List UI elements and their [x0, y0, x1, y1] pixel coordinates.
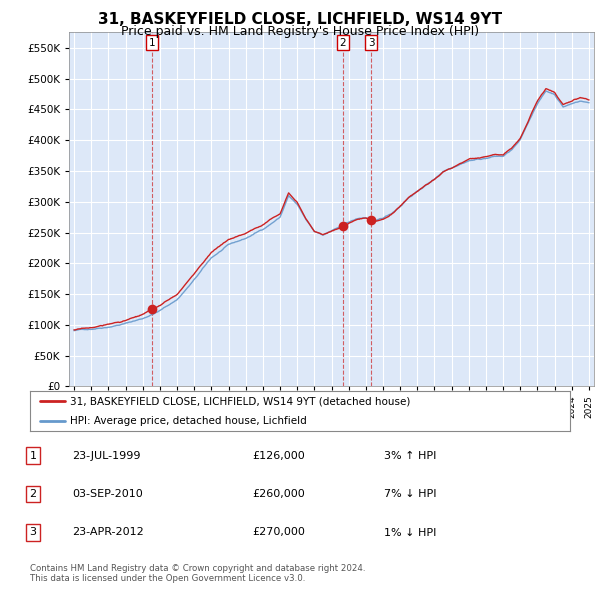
Text: HPI: Average price, detached house, Lichfield: HPI: Average price, detached house, Lich…: [71, 416, 307, 425]
Text: 31, BASKEYFIELD CLOSE, LICHFIELD, WS14 9YT (detached house): 31, BASKEYFIELD CLOSE, LICHFIELD, WS14 9…: [71, 396, 411, 407]
Text: 2: 2: [340, 38, 346, 48]
Text: 1: 1: [149, 38, 155, 48]
Text: Price paid vs. HM Land Registry's House Price Index (HPI): Price paid vs. HM Land Registry's House …: [121, 25, 479, 38]
Text: 23-APR-2012: 23-APR-2012: [72, 527, 144, 537]
Text: 3: 3: [29, 527, 37, 537]
Text: 1: 1: [29, 451, 37, 461]
Text: 2: 2: [29, 489, 37, 499]
Text: 7% ↓ HPI: 7% ↓ HPI: [384, 489, 437, 499]
Text: 03-SEP-2010: 03-SEP-2010: [72, 489, 143, 499]
Text: £126,000: £126,000: [252, 451, 305, 461]
Text: 31, BASKEYFIELD CLOSE, LICHFIELD, WS14 9YT: 31, BASKEYFIELD CLOSE, LICHFIELD, WS14 9…: [98, 12, 502, 27]
Text: £260,000: £260,000: [252, 489, 305, 499]
Text: 3: 3: [368, 38, 374, 48]
Text: Contains HM Land Registry data © Crown copyright and database right 2024.
This d: Contains HM Land Registry data © Crown c…: [30, 563, 365, 583]
Text: £270,000: £270,000: [252, 527, 305, 537]
Text: 3% ↑ HPI: 3% ↑ HPI: [384, 451, 436, 461]
Text: 1% ↓ HPI: 1% ↓ HPI: [384, 527, 436, 537]
Text: 23-JUL-1999: 23-JUL-1999: [72, 451, 140, 461]
